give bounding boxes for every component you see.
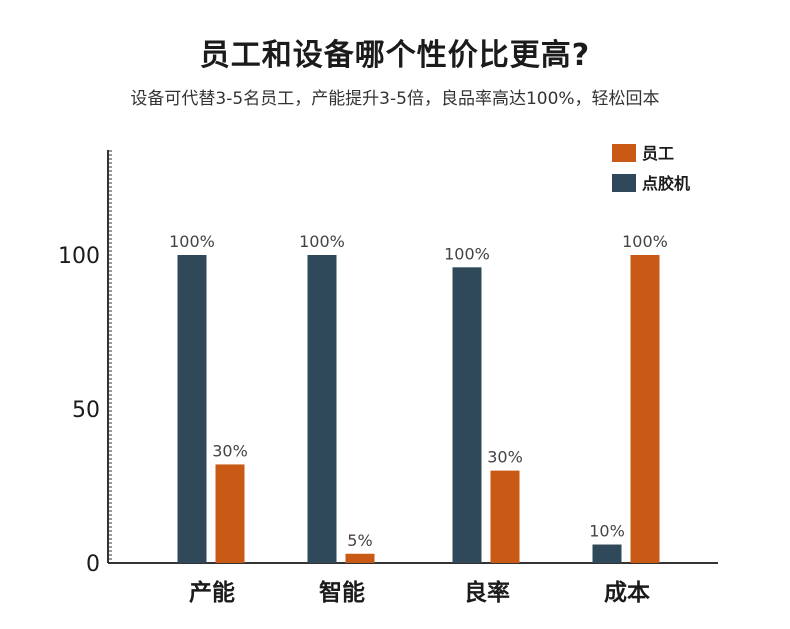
chart-subtitle: 设备可代替3-5名员工，产能提升3-5倍，良品率高达100%，轻松回本 [130,89,660,109]
data-label: 5% [347,531,372,550]
bar [345,553,375,563]
x-category-label: 产能 [189,579,235,606]
bar [215,464,245,563]
chart-title: 员工和设备哪个性价比更高? [199,38,591,73]
bar [177,255,207,563]
x-category-label: 成本 [604,580,650,606]
y-tick-label: 100 [58,244,100,269]
bar [630,255,660,563]
data-label: 30% [487,448,523,467]
legend-swatch [612,174,636,192]
bar [490,470,520,563]
data-label: 100% [299,232,345,251]
x-category-label: 智能 [319,579,365,606]
legend-label: 员工 [642,144,674,163]
bar [452,267,482,563]
data-label: 100% [444,244,490,263]
data-label: 30% [212,441,248,460]
x-category-label: 良率 [464,579,510,606]
data-label: 100% [169,232,215,251]
data-label: 100% [622,232,668,251]
data-label: 10% [589,522,625,541]
bar [592,544,622,563]
y-tick-label: 0 [86,552,100,577]
y-tick-label: 50 [72,398,100,423]
bar [307,255,337,563]
legend-label: 点胶机 [642,174,690,193]
legend-swatch [612,144,636,162]
